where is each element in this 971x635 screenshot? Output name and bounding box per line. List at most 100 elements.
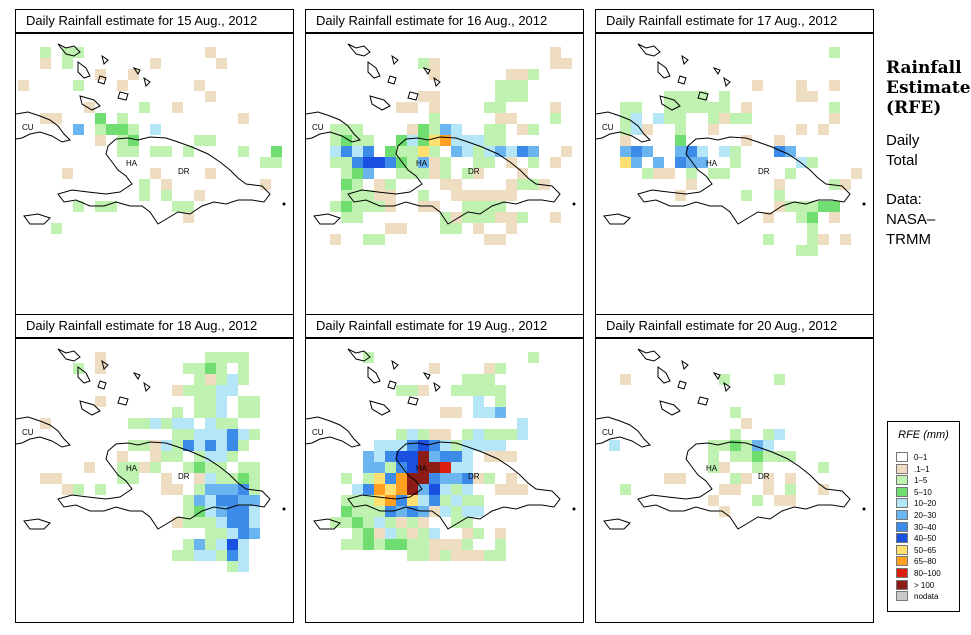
title-line-2: Estimate	[886, 78, 971, 98]
rain-cell	[363, 517, 374, 528]
rain-cell	[675, 157, 686, 168]
rain-cell	[473, 212, 484, 223]
rain-cell	[675, 102, 686, 113]
rain-cell	[249, 462, 260, 473]
coastline-island	[697, 396, 709, 406]
rain-cell	[730, 484, 741, 495]
rain-cell	[363, 201, 374, 212]
rain-cell	[418, 429, 429, 440]
rain-cell	[774, 190, 785, 201]
rain-cell	[462, 135, 473, 146]
coastline-puerto-rico	[862, 202, 866, 206]
rain-cell	[106, 124, 117, 135]
rain-cell	[385, 179, 396, 190]
label-dominican-republic: DR	[178, 472, 190, 481]
rain-cell	[117, 462, 128, 473]
rain-cell	[451, 517, 462, 528]
rain-cell	[774, 146, 785, 157]
rain-cell	[238, 506, 249, 517]
rain-cell	[216, 528, 227, 539]
label-dominican-republic: DR	[758, 167, 770, 176]
legend-swatch	[896, 568, 908, 578]
rain-cell	[161, 473, 172, 484]
rain-cell	[385, 484, 396, 495]
rain-cell	[238, 473, 249, 484]
map-canvas: CU HA DR	[596, 43, 866, 256]
rain-cell	[763, 429, 774, 440]
rain-cell	[484, 201, 495, 212]
rain-cell	[774, 451, 785, 462]
rain-cell	[385, 528, 396, 539]
rain-cell	[352, 157, 363, 168]
rain-cell	[429, 69, 440, 80]
rain-cell	[473, 168, 484, 179]
rain-cell	[418, 539, 429, 550]
rain-cell	[451, 407, 462, 418]
coastline-island	[101, 54, 109, 65]
rain-cell	[238, 528, 249, 539]
rain-cell	[227, 429, 238, 440]
period-line-1: Daily	[886, 132, 920, 149]
rain-cell	[407, 385, 418, 396]
rain-cell	[752, 80, 763, 91]
rain-cell	[385, 462, 396, 473]
rain-cell	[440, 124, 451, 135]
rain-cell	[506, 113, 517, 124]
coastline-island	[657, 366, 671, 384]
rain-cell	[550, 102, 561, 113]
rain-cell	[216, 385, 227, 396]
rain-cell	[330, 124, 341, 135]
rain-cell	[363, 462, 374, 473]
legend-label: nodata	[914, 592, 939, 602]
rain-cell	[407, 102, 418, 113]
rain-cell	[429, 440, 440, 451]
rain-cell	[172, 418, 183, 429]
rain-cell	[216, 506, 227, 517]
rain-cell	[374, 451, 385, 462]
rain-cell	[216, 462, 227, 473]
rain-cell	[341, 473, 352, 484]
coastline-cuba	[596, 111, 651, 143]
rain-cell	[708, 168, 719, 179]
rain-cell	[609, 440, 620, 451]
rain-cell	[407, 539, 418, 550]
rain-cell	[227, 506, 238, 517]
rain-cell	[374, 539, 385, 550]
rain-cell	[506, 190, 517, 201]
rain-cell	[675, 146, 686, 157]
rain-cell	[363, 190, 374, 201]
rain-cell	[440, 495, 451, 506]
rain-cell	[341, 190, 352, 201]
rain-cell	[183, 212, 194, 223]
coastline-puerto-rico	[282, 507, 286, 511]
rain-cell	[374, 495, 385, 506]
rain-cell	[396, 517, 407, 528]
rain-cell	[271, 157, 282, 168]
rain-cell	[249, 484, 260, 495]
rain-cell	[227, 561, 238, 572]
rain-cell	[818, 462, 829, 473]
rain-cell	[829, 47, 840, 58]
rain-cell	[418, 462, 429, 473]
label-dominican-republic: DR	[758, 472, 770, 481]
rain-cell	[429, 157, 440, 168]
legend-label: 40–50	[914, 534, 937, 544]
rain-cell	[95, 363, 106, 374]
rain-cell	[550, 47, 561, 58]
rain-cell	[249, 528, 260, 539]
rain-cell	[172, 484, 183, 495]
rain-cell	[139, 462, 150, 473]
rain-cell	[473, 374, 484, 385]
legend-label: 20–30	[914, 511, 937, 520]
legend-swatch	[896, 579, 908, 590]
legend-label: 1–5	[914, 476, 928, 486]
rain-cell	[194, 484, 205, 495]
rain-cell	[785, 451, 796, 462]
rain-cell	[18, 80, 29, 91]
label-cuba: CU	[602, 428, 614, 437]
rain-cell	[194, 429, 205, 440]
rain-cell	[642, 168, 653, 179]
rain-cell	[374, 473, 385, 484]
rain-cell	[352, 201, 363, 212]
rain-cell	[429, 201, 440, 212]
